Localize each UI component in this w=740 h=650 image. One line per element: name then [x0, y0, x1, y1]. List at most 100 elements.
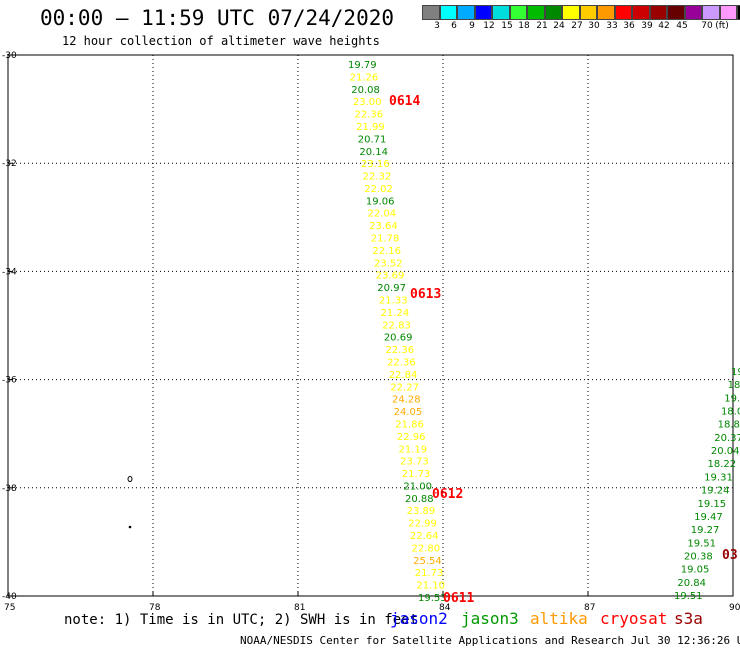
swh-value-label: 21.73 — [415, 568, 444, 579]
swh-value-label: 20.04 — [711, 446, 740, 457]
swh-value-label: 22.36 — [387, 357, 416, 368]
swh-value-label: 19.15 — [697, 499, 726, 510]
page-title: 00:00 – 11:59 UTC 07/24/2020 — [40, 6, 395, 30]
scale-swatch — [667, 5, 685, 20]
swh-value-label: 21.00 — [403, 481, 432, 492]
swh-value-label: 20.71 — [358, 134, 387, 145]
lon-label: 75 — [4, 603, 15, 613]
swh-value-label: 20.14 — [359, 147, 388, 158]
scale-swatch — [702, 5, 720, 20]
swh-value-label: 21.86 — [395, 419, 424, 430]
scale-label: 30 — [588, 21, 600, 31]
scale-unit: (ft) — [715, 21, 729, 31]
swh-value-label: 23.73 — [400, 457, 429, 468]
pass-time-tag: 0613 — [410, 287, 441, 302]
scale-swatch — [544, 5, 562, 20]
scale-swatch — [649, 5, 667, 20]
lon-label: 90 — [729, 603, 740, 613]
swh-value-label: 20.88 — [405, 494, 434, 505]
color-scale-labels: 3 6 9 12 15 18 21 24 27 30 33 36 39 42 45 70 (ft) — [422, 21, 740, 33]
swh-value-label: 19.79 — [348, 60, 377, 71]
swh-value-label: 20.84 — [677, 578, 706, 589]
swh-value-label: 19.27 — [691, 525, 720, 536]
scale-label: 45 — [676, 21, 688, 31]
island-mark — [127, 476, 133, 482]
scale-swatch — [492, 5, 510, 20]
island-mark — [128, 525, 132, 529]
lat-label: -38 — [2, 484, 17, 494]
legend-item-cryosat: cryosat — [600, 609, 668, 628]
swh-value-label: 24.28 — [392, 395, 421, 406]
swh-value-label: 22.80 — [411, 543, 440, 554]
swh-value-label: 21.78 — [371, 234, 400, 245]
swh-value-label: 19.05 — [681, 565, 710, 576]
swh-value-label: 24.05 — [394, 407, 423, 418]
footnote: note: 1) Time is in UTC; 2) SWH is in fe… — [64, 612, 419, 628]
scale-swatch — [474, 5, 492, 20]
legend-item-altika: altika — [530, 609, 588, 628]
swh-value-label: 19 — [731, 367, 740, 378]
swh-value-label: 20.08 — [351, 85, 380, 96]
swh-value-label: 19.47 — [694, 512, 723, 523]
swh-value-label: 22.27 — [390, 382, 419, 393]
lon-label: 84 — [439, 603, 451, 613]
scale-label: 27 — [571, 21, 583, 31]
swh-value-label: 18.8 — [718, 420, 740, 431]
scale-swatch — [737, 5, 740, 20]
swh-value-label: 22.64 — [410, 531, 439, 542]
pass-time-tag: 0612 — [432, 487, 463, 502]
swh-value-label: 18.0 — [721, 407, 740, 418]
swh-value-label: 20.38 — [684, 551, 713, 562]
pass-time-tag: 0614 — [389, 94, 420, 109]
scale-swatch — [422, 5, 440, 20]
swh-value-label: 21.24 — [381, 308, 410, 319]
scale-swatch — [439, 5, 457, 20]
lat-label: -32 — [2, 159, 17, 169]
scale-label: 21 — [536, 21, 548, 31]
swh-value-label: 20.69 — [384, 333, 413, 344]
scale-label: 3 — [434, 21, 440, 31]
scale-swatch — [579, 5, 597, 20]
swh-value-label: 22.83 — [382, 320, 411, 331]
swh-value-label: 19.06 — [366, 196, 395, 207]
lat-label: -30 — [2, 51, 17, 61]
swh-value-label: 21.73 — [402, 469, 431, 480]
swh-value-label: 21.26 — [350, 72, 379, 83]
scale-swatch — [632, 5, 650, 20]
scale-swatch — [614, 5, 632, 20]
swh-value-label: 20.37 — [714, 433, 740, 444]
swh-value-label: 19. — [724, 393, 740, 404]
scale-swatch — [509, 5, 527, 20]
scale-label: 24 — [553, 21, 565, 31]
page-subtitle: 12 hour collection of altimeter wave hei… — [62, 34, 380, 48]
scale-swatch — [562, 5, 580, 20]
swh-value-label: 21.99 — [356, 122, 385, 133]
swh-value-label: 19.31 — [704, 472, 733, 483]
scale-label: 70 — [701, 21, 713, 31]
scale-swatch — [684, 5, 702, 20]
swh-value-label: 23.00 — [353, 97, 382, 108]
swh-value-label: 22.96 — [397, 432, 426, 443]
swh-value-label: 18.22 — [708, 459, 737, 470]
map-frame — [7, 54, 734, 597]
legend-item-jason2: jason2 — [390, 609, 448, 628]
scale-label: 33 — [606, 21, 618, 31]
swh-value-label: 22.36 — [385, 345, 414, 356]
scale-label: 12 — [483, 21, 495, 31]
swh-value-label: 21.33 — [379, 296, 408, 307]
swh-value-label: 23.52 — [374, 258, 403, 269]
legend-item-s3a: s3a — [674, 609, 703, 628]
swh-value-label: 23.69 — [376, 271, 405, 282]
scale-swatch — [457, 5, 475, 20]
lat-label: -36 — [2, 376, 17, 386]
swh-value-label: 22.02 — [364, 184, 393, 195]
scale-swatch — [719, 5, 737, 20]
swh-value-label: 22.16 — [372, 246, 401, 257]
scale-label: 39 — [641, 21, 653, 31]
lon-label: 78 — [149, 603, 161, 613]
swh-value-label: 23.89 — [407, 506, 436, 517]
swh-value-label: 18 — [728, 380, 740, 391]
swh-value-label: 22.84 — [389, 370, 418, 381]
scale-swatch — [527, 5, 545, 20]
